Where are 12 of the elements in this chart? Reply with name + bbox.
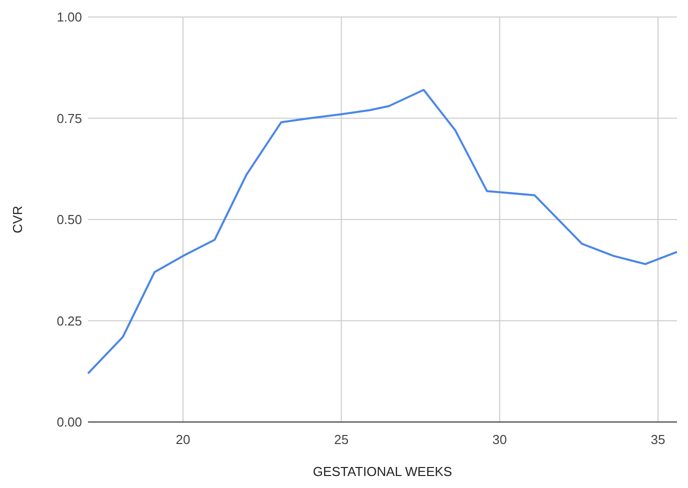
- y-axis-title: CVR: [10, 206, 25, 234]
- x-tick-label: 30: [492, 432, 507, 447]
- line-series: [87, 88, 678, 374]
- x-tick-label: 35: [650, 432, 666, 447]
- y-tick-label: 0.50: [56, 212, 82, 228]
- x-tick-label: 25: [334, 432, 349, 447]
- y-tick-label: 0.25: [56, 313, 82, 328]
- y-tick-label: 1.00: [56, 10, 82, 25]
- x-tick-label: 20: [176, 432, 190, 447]
- x-axis-title: GESTATIONAL WEEKS: [312, 464, 452, 479]
- y-tick-label: 0.75: [56, 110, 82, 126]
- y-tick-label: 0.00: [56, 414, 82, 430]
